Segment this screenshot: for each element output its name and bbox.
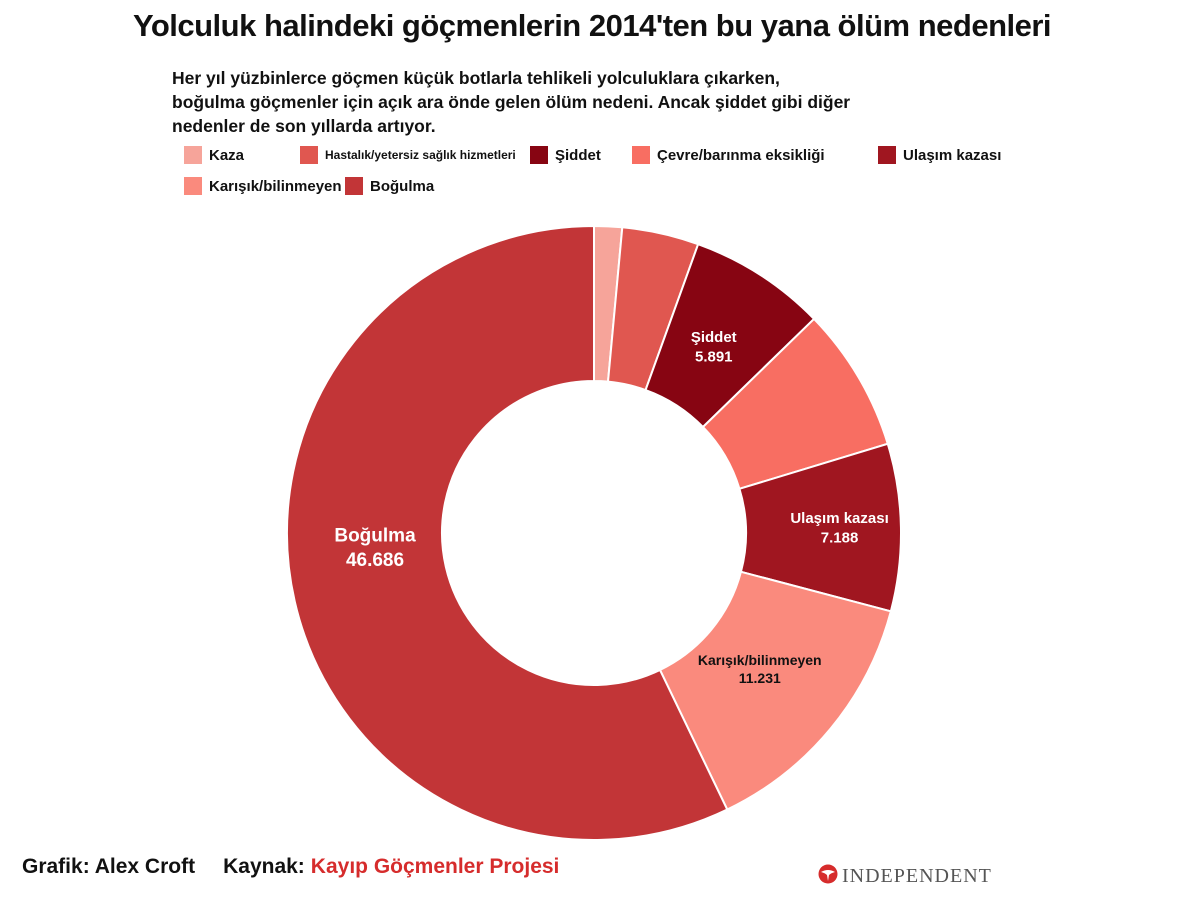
source-label: Kaynak:: [223, 855, 305, 878]
credit: Grafik: Alex Croft: [22, 855, 196, 878]
legend-swatch-bogulma: [345, 177, 363, 195]
legend-label-karisik: Karışık/bilinmeyen: [209, 177, 342, 195]
slice-label-ulasim-kazasi: Ulaşım kazası 7.188: [790, 510, 888, 547]
legend-item-kaza: Kaza: [184, 146, 244, 164]
legend-item-karisik: Karışık/bilinmeyen: [184, 177, 342, 195]
legend-item-siddet: Şiddet: [530, 146, 601, 164]
legend-label-cevre: Çevre/barınma eksikliği: [657, 146, 825, 164]
legend-swatch-cevre: [632, 146, 650, 164]
slice-karisik-bilinmeyen: [658, 570, 893, 811]
legend-label-ulasim: Ulaşım kazası: [903, 146, 1002, 164]
brand-logo: INDEPENDENT: [818, 864, 992, 889]
legend-item-bogulma: Boğulma: [345, 177, 434, 195]
slice-label-siddet: Şiddet 5.891: [691, 329, 737, 366]
chart-subtitle: Her yıl yüzbinlerce göçmen küçük botlarl…: [172, 68, 851, 136]
legend-label-bogulma: Boğulma: [370, 177, 435, 195]
legend-swatch-ulasim: [878, 146, 896, 164]
legend-swatch-hastalik: [300, 146, 318, 164]
slice-label-karisik-bilinmeyen: Karışık/bilinmeyen 11.231: [698, 652, 822, 686]
legend-swatch-kaza: [184, 146, 202, 164]
legend-item-ulasim: Ulaşım kazası: [878, 146, 1001, 164]
chart-title: Yolculuk halindeki göçmenlerin 2014'ten …: [132, 8, 1052, 43]
slice-bogulma: [286, 224, 729, 841]
legend-item-cevre: Çevre/barınma eksikliği: [632, 146, 825, 164]
legend-label-siddet: Şiddet: [555, 146, 601, 164]
slice-label-bogulma: Boğulma 46.686: [334, 525, 416, 571]
legend-swatch-siddet: [530, 146, 548, 164]
legend-label-hastalik: Hastalık/yetersiz sağlık hizmetleri: [325, 148, 516, 162]
legend-item-hastalik: Hastalık/yetersiz sağlık hizmetleri: [300, 146, 516, 164]
legend-label-kaza: Kaza: [209, 146, 245, 164]
source-name: Kayıp Göçmenler Projesi: [310, 855, 560, 878]
brand-name: INDEPENDENT: [842, 865, 992, 887]
legend-swatch-karisik: [184, 177, 202, 195]
footer: Grafik: Alex Croft Kaynak: Kayıp Göçmenl…: [22, 855, 559, 879]
eagle-logo-icon: [818, 864, 838, 889]
